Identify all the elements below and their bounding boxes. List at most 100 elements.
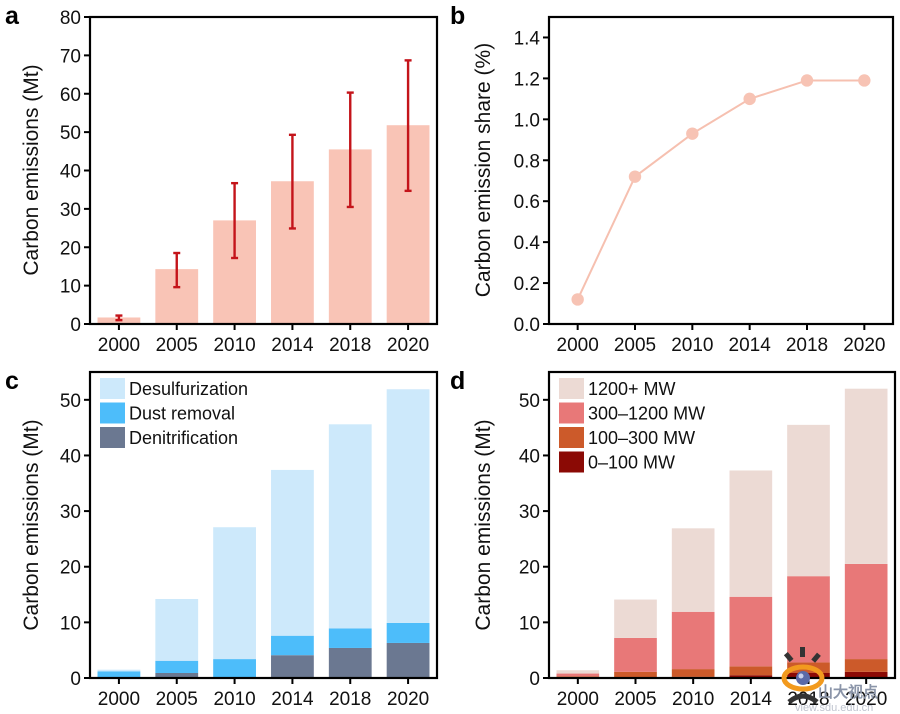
x-tick-label: 2014: [271, 335, 314, 356]
y-tick-label: 0.8: [514, 151, 540, 172]
bar-segment-dust-removal-2020: [386, 622, 430, 643]
panel-letter: b: [450, 2, 465, 30]
y-tick-label: 40: [60, 446, 81, 467]
y-tick-label: 10: [60, 277, 81, 298]
data-point-2010: [686, 127, 699, 140]
y-tick-label: 40: [60, 162, 81, 183]
plot-frame: [547, 15, 895, 326]
data-point-2000: [571, 293, 584, 306]
x-tick-label: 2010: [213, 335, 255, 356]
x-tick-label: 2000: [98, 689, 140, 710]
bar-segment-100-300-mw-2014: [729, 666, 773, 676]
y-tick-label: 0.4: [514, 233, 541, 254]
x-tick-label: 2020: [387, 689, 429, 710]
legend: Desulfurization Dust removal Denitrificati…: [100, 378, 248, 448]
panel-letter: c: [5, 367, 19, 395]
legend-label: 0–100 MW: [588, 453, 675, 473]
legend-swatch: [100, 378, 125, 399]
y-tick-label: 70: [60, 46, 81, 67]
plot-frame: [88, 15, 439, 326]
data-point-2018: [800, 74, 814, 87]
panel-b: b 0.0 0.2 0.4 0.6 0.8 1.0 1.2 1.4 2000 2005 2010 201…: [450, 2, 895, 356]
x-tick-label: 2000: [557, 689, 599, 710]
bar-segment-denitrification-2020: [386, 642, 430, 678]
error-bar-2010: [231, 181, 239, 260]
y-tick-label: 10: [60, 613, 81, 634]
error-bar-2005: [173, 251, 181, 289]
bar-segment-dust-removal-2014: [271, 635, 314, 656]
bar-segment-0-100-mw-2014: [729, 675, 773, 678]
y-tick-label: 10: [519, 613, 540, 634]
legend-swatch: [100, 402, 125, 424]
y-axis-title: Carbon emissions (Mt): [472, 419, 495, 630]
data-point-2020: [858, 74, 871, 87]
legend-swatch: [559, 402, 584, 424]
x-tick-label: 2020: [845, 689, 887, 710]
y-axis-title: Carbon emissions (Mt): [20, 64, 43, 275]
bar-segment-100-300-mw-2010: [671, 669, 715, 677]
bar-segment-desulfurization-2005: [155, 598, 199, 661]
bar-segment-desulfurization-2018: [328, 424, 372, 629]
bar-segment-1200-mw-2018: [787, 424, 830, 577]
panel-a: a 0 10 20 30 40 50 60 70 80 2000 2005 2010 2014 2018 20…: [5, 2, 439, 356]
bar-segment-300-1200-mw-2010: [671, 611, 715, 670]
y-tick-label: 1.4: [514, 28, 541, 49]
bar-segment-denitrification-2018: [328, 647, 372, 678]
bar-segment-desulfurization-2014: [271, 469, 314, 636]
bar-segment-1200-mw-2020: [844, 388, 888, 564]
bar-segment-dust-removal-2000: [97, 671, 141, 678]
y-tick-label: 20: [519, 558, 540, 579]
bar-segment-dust-removal-2005: [155, 660, 199, 673]
legend-swatch: [100, 427, 125, 448]
legend-label: 100–300 MW: [588, 428, 695, 448]
bar-segment-denitrification-2014: [271, 655, 314, 678]
y-tick-label: 50: [60, 391, 81, 412]
watermark-text: 山大视点: [818, 683, 878, 701]
x-tick-label: 2014: [271, 689, 314, 710]
legend-label: 1200+ MW: [588, 379, 676, 399]
plot-frame: [88, 370, 439, 680]
y-tick-label: 1.2: [514, 69, 540, 90]
legend-swatch: [559, 378, 584, 399]
plot-frame: [547, 370, 897, 680]
bar-segment-dust-removal-2010: [213, 659, 256, 678]
bar-segment-dust-removal-2018: [328, 628, 372, 648]
data-point-2005: [628, 170, 642, 183]
bar-segment-1200-mw-2014: [729, 470, 773, 597]
bar-segment-desulfurization-2010: [213, 527, 256, 660]
y-tick-label: 50: [60, 123, 81, 144]
legend-label: 300–1200 MW: [588, 404, 705, 424]
y-axis-title: Carbon emissions (Mt): [20, 419, 43, 630]
error-bar-2014: [288, 133, 296, 230]
watermark: 山大视点 view.sdu.edu.cn: [781, 647, 878, 714]
x-tick-label: 2010: [672, 689, 714, 710]
bar-segment-desulfurization-2020: [386, 389, 430, 623]
bar-segment-300-1200-mw-2000: [556, 673, 600, 677]
watermark-url: view.sdu.edu.cn: [795, 702, 873, 714]
y-tick-label: 50: [519, 391, 540, 412]
y-tick-label: 40: [519, 446, 540, 467]
y-tick-label: 60: [60, 85, 81, 106]
legend-label: Desulfurization: [129, 379, 248, 399]
bar-segment-300-1200-mw-2005: [614, 637, 657, 672]
error-bar-2020: [404, 59, 412, 193]
y-tick-label: 20: [60, 558, 81, 579]
y-tick-label: 0: [70, 315, 81, 336]
x-tick-label: 2010: [213, 689, 255, 710]
x-tick-label: 2005: [156, 335, 198, 356]
x-tick-label: 2018: [786, 335, 828, 356]
y-tick-label: 30: [519, 502, 540, 523]
legend: 1200+ MW 300–1200 MW 100–300 MW 0–100 MW: [559, 378, 705, 473]
x-tick-label: 2005: [614, 335, 656, 356]
bar-segment-100-300-mw-2005: [614, 671, 657, 678]
panel-d: d 1200+ MW 300–1200 MW 100–300 MW 0–100 MW 0 1…: [450, 367, 897, 710]
x-tick-label: 2018: [329, 689, 371, 710]
bar-segment-300-1200-mw-2020: [844, 563, 888, 660]
x-tick-label: 2005: [614, 689, 656, 710]
bar-segment-300-1200-mw-2018: [787, 576, 830, 663]
bar-segment-0-100-mw-2020: [844, 671, 888, 678]
y-tick-label: 0: [529, 669, 540, 690]
x-tick-label: 2000: [557, 335, 599, 356]
y-tick-label: 0.2: [514, 274, 540, 295]
panel-c: c Desulfurization Dust removal Denitrificat…: [5, 367, 439, 710]
